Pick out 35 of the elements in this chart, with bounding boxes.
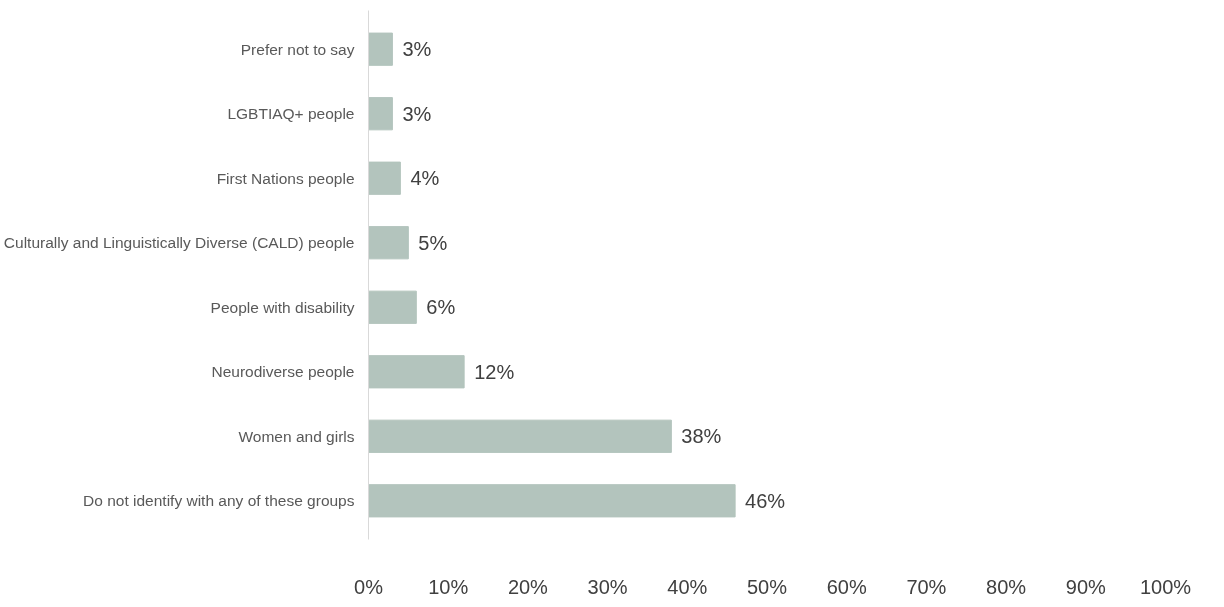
x-tick-label: 100% — [1139, 575, 1192, 598]
data-label: 4% — [410, 167, 440, 190]
bar — [368, 355, 465, 389]
x-tick-label: 70% — [906, 575, 947, 598]
data-label: 38% — [681, 425, 722, 448]
data-label: 46% — [745, 489, 786, 512]
y-tick-label: First Nations people — [216, 169, 355, 187]
y-tick-label: Do not identify with any of these groups — [83, 492, 355, 510]
bar — [368, 97, 393, 131]
x-tick-label: 90% — [1065, 575, 1107, 598]
x-tick-label: 40% — [667, 575, 708, 598]
data-label: 3% — [402, 102, 432, 125]
x-tick-label: 30% — [587, 575, 628, 598]
y-tick-label: LGBTIAQ+ people — [227, 105, 355, 123]
y-tick-label: People with disability — [210, 298, 355, 316]
bar — [368, 484, 736, 518]
x-tick-label: 10% — [428, 575, 469, 598]
x-tick-label: 0% — [354, 575, 384, 598]
data-label: 6% — [426, 296, 456, 319]
y-tick-label: Neurodiverse people — [211, 363, 355, 381]
bar — [368, 161, 401, 195]
x-tick-label: 80% — [986, 575, 1027, 598]
data-label: 3% — [402, 38, 432, 61]
bar — [368, 226, 409, 260]
x-tick-label: 60% — [826, 575, 867, 598]
data-label: 12% — [474, 360, 515, 383]
data-label: 5% — [418, 231, 448, 254]
y-tick-label: Culturally and Linguistically Diverse (CALD) people — [3, 234, 355, 252]
bar — [368, 290, 417, 324]
bar — [368, 32, 393, 66]
x-tick-label: 20% — [507, 575, 549, 598]
y-tick-label: Prefer not to say — [240, 40, 355, 58]
bar — [368, 419, 672, 453]
y-tick-label: Women and girls — [238, 427, 355, 445]
x-tick-label: 50% — [746, 575, 788, 598]
